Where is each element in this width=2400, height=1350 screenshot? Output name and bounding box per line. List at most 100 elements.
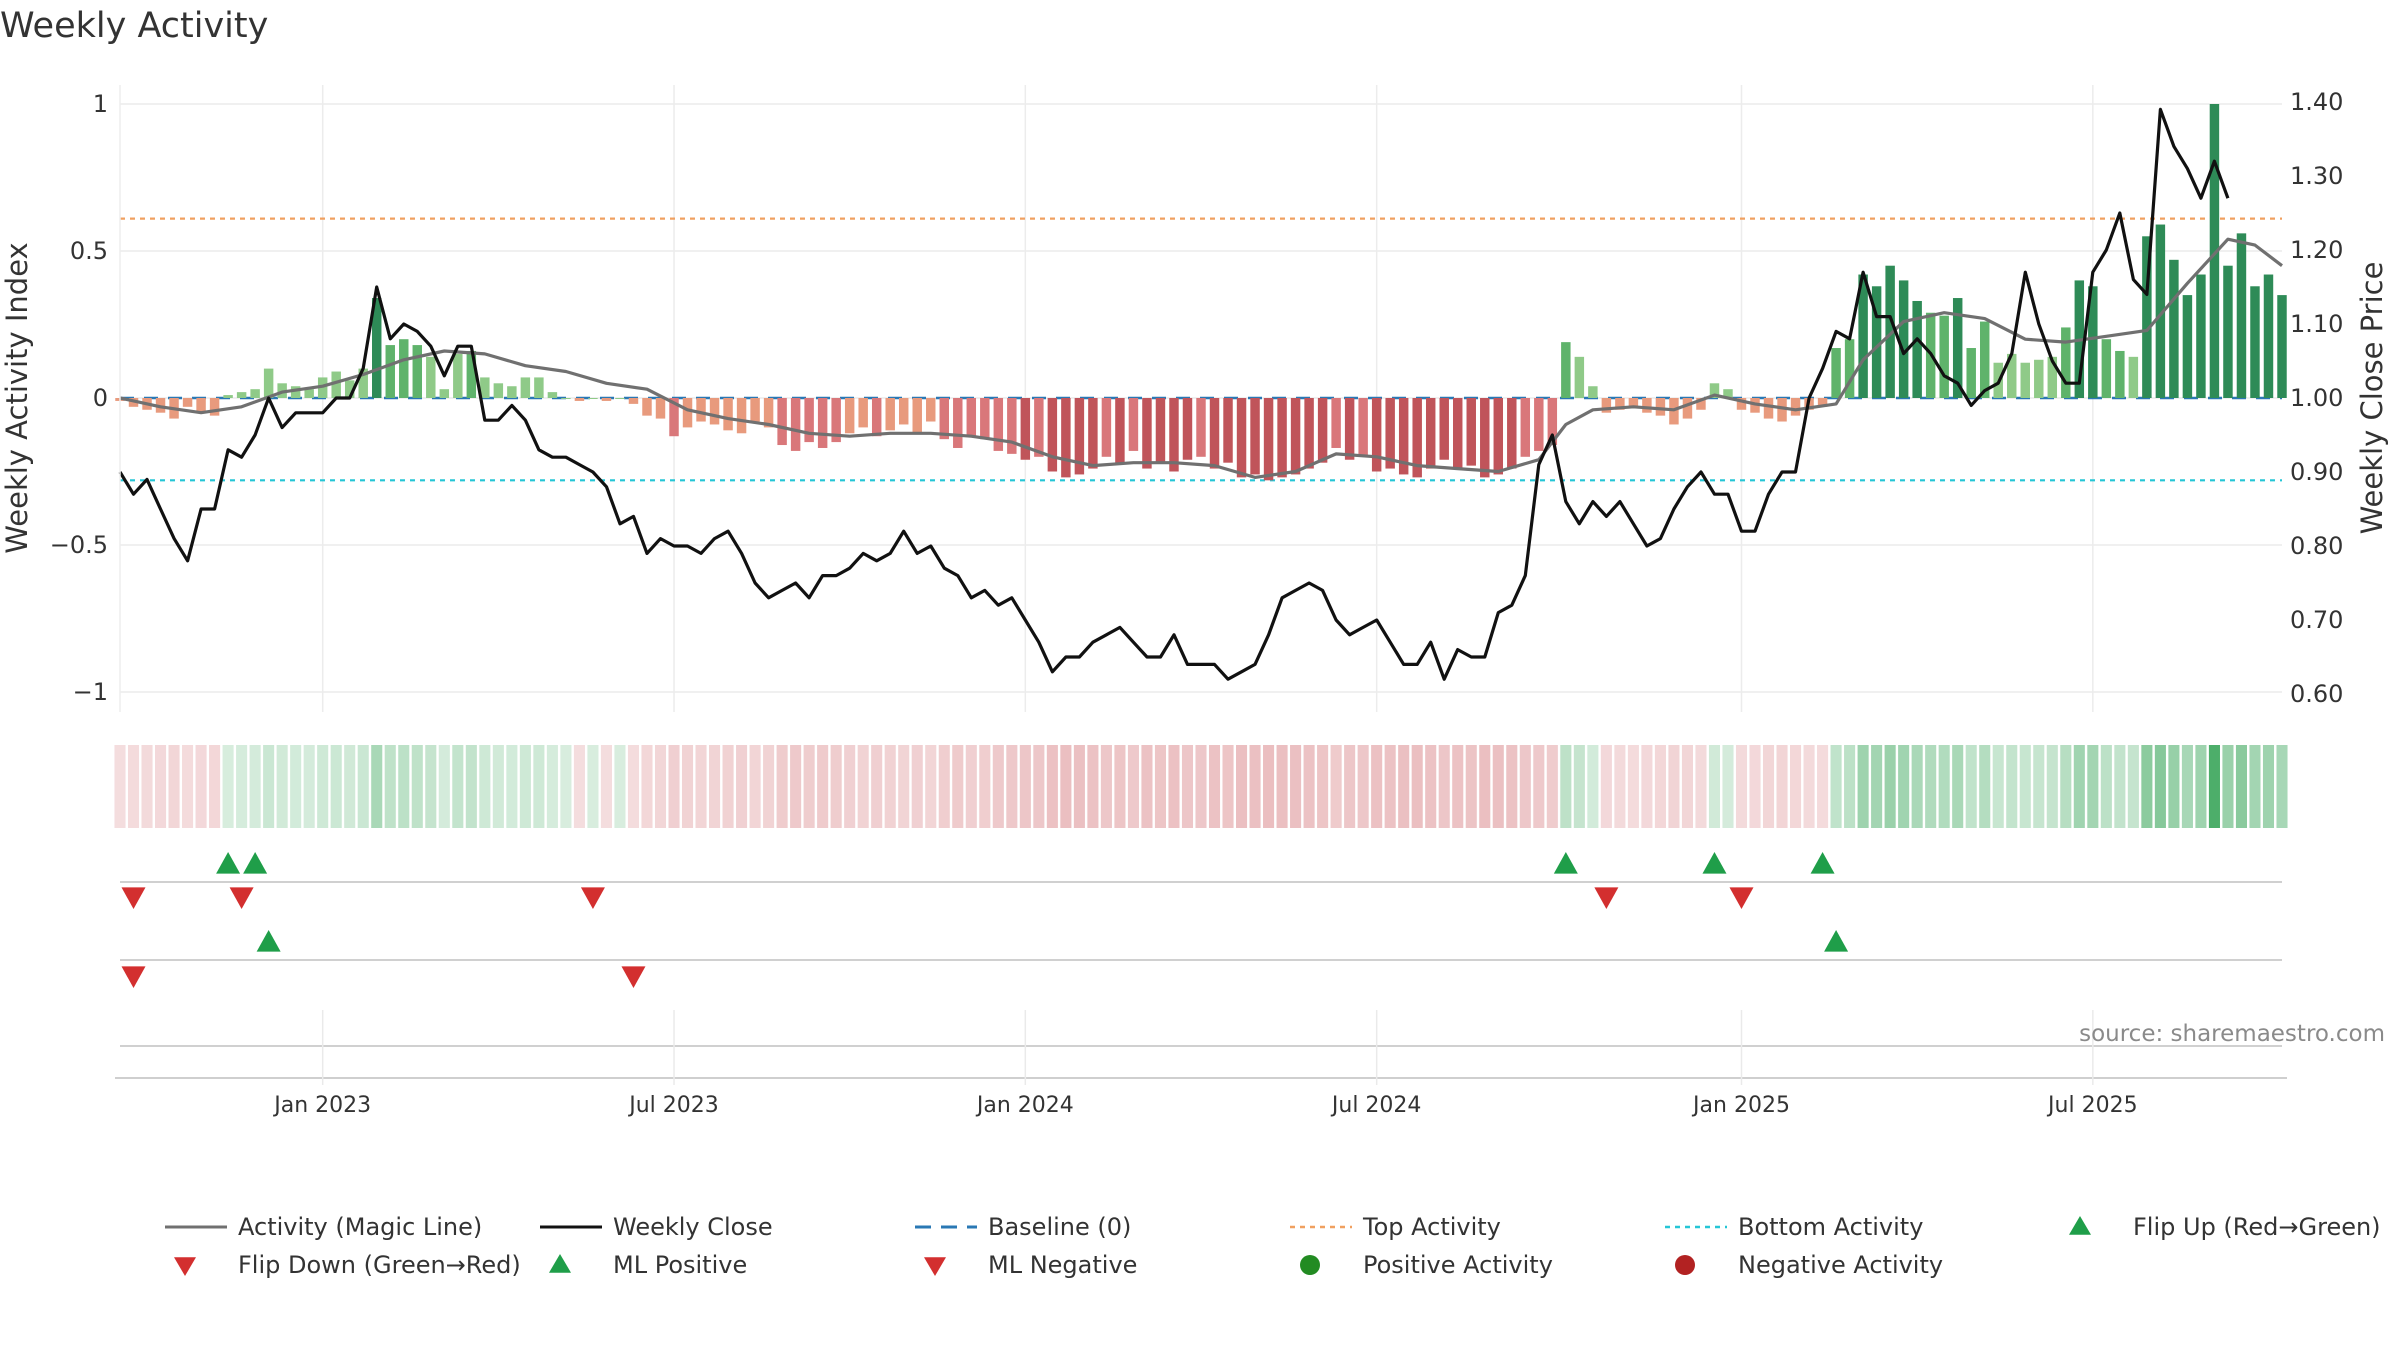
heat-strip-cell xyxy=(2073,745,2085,828)
heat-strip-cell xyxy=(195,745,207,828)
heat-strip-cell xyxy=(1641,745,1653,828)
legend-swatch xyxy=(1675,1255,1695,1275)
heat-strip-cell xyxy=(1952,745,1964,828)
heat-strip-cell xyxy=(438,745,450,828)
legend-label: Negative Activity xyxy=(1738,1251,1943,1279)
x-tick-label: Jul 2024 xyxy=(1330,1093,1422,1118)
heat-strip-cell xyxy=(857,745,869,828)
legend-item-bottom: Bottom Activity xyxy=(1665,1213,1923,1241)
heat-strip-cell xyxy=(817,745,829,828)
heat-strip-cell xyxy=(2181,745,2193,828)
magic-line xyxy=(119,237,2283,479)
heat-strip-cell xyxy=(209,745,221,828)
heat-strip-cell xyxy=(411,745,423,828)
heat-strip-cell xyxy=(965,745,977,828)
activity-bar xyxy=(817,398,828,448)
heat-strip-cell xyxy=(1681,745,1693,828)
activity-bar xyxy=(574,398,585,401)
heat-strip-cell xyxy=(1965,745,1977,828)
activity-bar xyxy=(804,398,814,443)
heat-strip-cell xyxy=(2262,745,2275,828)
heat-strip-cell xyxy=(1208,745,1221,828)
activity-bar xyxy=(980,398,990,440)
heat-strip-cell xyxy=(844,745,856,828)
activity-bar xyxy=(453,353,463,398)
activity-bar xyxy=(344,380,355,398)
heat-strip-cell xyxy=(2222,745,2234,828)
y-right-tick-label: 1.40 xyxy=(2290,88,2343,116)
heat-strip-cell xyxy=(898,745,910,828)
activity-bar xyxy=(2277,295,2287,398)
activity-bar xyxy=(2169,259,2179,398)
flip-up-marker xyxy=(216,852,241,874)
heat-strip-cell xyxy=(371,745,383,828)
legend-label: ML Negative xyxy=(988,1251,1137,1279)
activity-bar xyxy=(750,398,760,422)
legend-label: Top Activity xyxy=(1362,1213,1501,1241)
ml-negative-marker xyxy=(621,966,646,988)
heat-strip-cell xyxy=(1573,745,1585,828)
heat-strip-cell xyxy=(1654,745,1666,828)
heat-strip-cell xyxy=(2168,745,2180,828)
y-left-tick-label: 0 xyxy=(93,384,108,412)
activity-bar xyxy=(2263,274,2274,398)
y-right-tick-label: 1.00 xyxy=(2290,384,2343,412)
activity-bar xyxy=(2088,286,2098,398)
heat-strip-cell xyxy=(1344,745,1356,828)
heat-strip-cell xyxy=(2060,745,2072,828)
y-right-tick-label: 0.70 xyxy=(2290,606,2343,634)
heat-strip-cell xyxy=(627,745,640,828)
heat-strip-cell xyxy=(1735,745,1748,828)
heat-strip-cell xyxy=(506,745,518,828)
activity-bar xyxy=(885,398,895,431)
activity-bar xyxy=(2128,356,2139,398)
activity-bar xyxy=(1696,398,1706,410)
activity-bar xyxy=(358,368,368,398)
heat-strip-cell xyxy=(1154,745,1167,828)
activity-bar xyxy=(2182,295,2193,398)
activity-bar xyxy=(1020,398,1031,460)
activity-bar xyxy=(993,398,1004,451)
heat-strip-cell xyxy=(249,745,261,828)
activity-bar xyxy=(1777,398,1787,422)
legend-item-mlneg: ML Negative xyxy=(924,1251,1137,1279)
y-right-axis-label: Weekly Close Price xyxy=(2355,262,2389,535)
x-tick-label: Jan 2025 xyxy=(1691,1093,1790,1118)
y-right-tick-label: 1.10 xyxy=(2290,310,2343,338)
flip-up-marker xyxy=(1553,852,1578,874)
activity-bar xyxy=(1155,398,1166,463)
heat-strip-cell xyxy=(1722,745,1734,828)
activity-bar xyxy=(1169,398,1179,472)
heat-strip-cell xyxy=(2154,745,2166,828)
heat-strip-cell xyxy=(979,745,991,828)
heat-strip-cell xyxy=(479,745,491,828)
activity-bar xyxy=(2250,286,2260,398)
activity-bar xyxy=(1453,398,1463,469)
heat-strip-cell xyxy=(533,745,545,828)
activity-bar xyxy=(534,377,544,398)
activity-bar xyxy=(1344,398,1355,460)
activity-bar xyxy=(926,398,936,422)
legend-swatch xyxy=(174,1257,196,1276)
heat-strip-cell xyxy=(1303,745,1315,828)
heat-strip-cell xyxy=(1884,745,1896,828)
activity-bar xyxy=(1588,386,1598,398)
activity-bar xyxy=(655,398,666,419)
heat-strip-cell xyxy=(1235,745,1248,828)
activity-bar xyxy=(182,398,193,407)
activity-bar xyxy=(385,345,395,398)
heat-strip-cell xyxy=(709,745,721,828)
legend-label: ML Positive xyxy=(613,1251,747,1279)
activity-bar xyxy=(547,392,558,398)
y-left-tick-label: −1 xyxy=(73,678,108,706)
legend-item-top: Top Activity xyxy=(1290,1213,1501,1241)
activity-bar xyxy=(399,339,409,398)
heat-strip-cell xyxy=(1263,745,1275,828)
heat-strip-cell xyxy=(749,745,761,828)
activity-bar xyxy=(1736,398,1747,410)
activity-bar xyxy=(1642,398,1652,413)
heat-strip-cell xyxy=(317,745,329,828)
heat-strip-cell xyxy=(1357,745,1369,828)
heat-strip-cell xyxy=(2208,745,2220,828)
